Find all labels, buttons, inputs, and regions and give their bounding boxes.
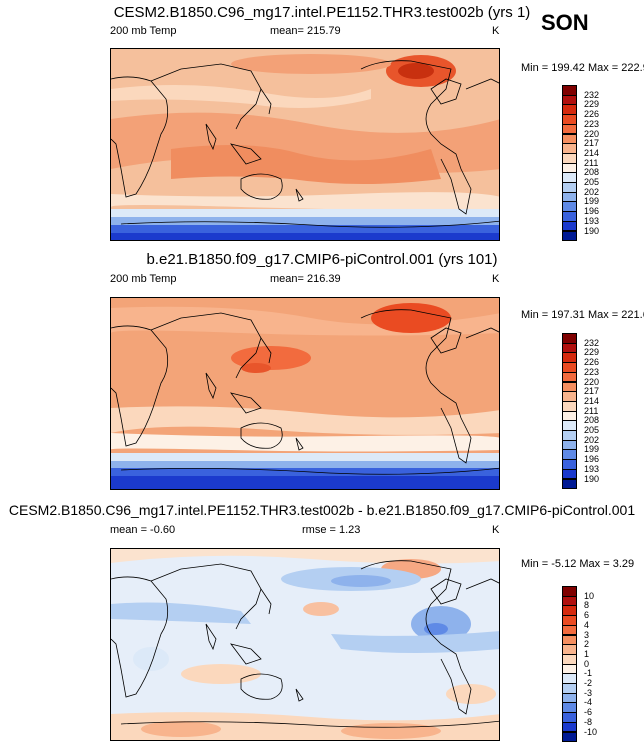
panel-1-map — [110, 48, 500, 241]
colorbar-label: 196 — [584, 454, 600, 465]
panel-2-minmax: Min = 197.31 Max = 221.67 — [521, 309, 644, 321]
colorbar-label: 229 — [584, 99, 600, 110]
colorbar-label: 226 — [584, 357, 600, 368]
colorbar-label: 223 — [584, 118, 600, 129]
colorbar-label: 226 — [584, 109, 600, 120]
colorbar-cell — [562, 478, 577, 490]
colorbar-label: 10 — [584, 590, 595, 601]
colorbar-label: 190 — [584, 473, 600, 484]
panel-1-map-graphic — [111, 49, 499, 240]
colorbar-label: 202 — [584, 434, 600, 445]
colorbar-label: 214 — [584, 395, 600, 406]
panel-1-units: K — [492, 25, 500, 37]
colorbar-label: 8 — [584, 600, 590, 611]
colorbar-cell — [562, 731, 577, 743]
colorbar-label: -10 — [584, 726, 598, 737]
colorbar-label: 193 — [584, 463, 600, 474]
panel-2-map — [110, 297, 500, 490]
panel-3-mean-label: mean = -0.60 — [110, 524, 176, 536]
panel-3-map-graphic — [111, 549, 499, 740]
colorbar-label: -6 — [584, 707, 593, 718]
colorbar-label: -1 — [584, 668, 593, 679]
colorbar-label: 0 — [584, 658, 590, 669]
panel-3-title: CESM2.B1850.C96_mg17.intel.PE1152.THR3.t… — [8, 502, 636, 518]
colorbar-label: 6 — [584, 610, 590, 621]
colorbar-label: 217 — [584, 138, 600, 149]
colorbar-label: 208 — [584, 167, 600, 178]
colorbar-label: 220 — [584, 128, 600, 139]
colorbar-cell — [562, 230, 577, 242]
colorbar-label: 232 — [584, 337, 600, 348]
colorbar-label: 202 — [584, 186, 600, 197]
colorbar-label: 205 — [584, 425, 600, 435]
panel-2-mean-label: mean= 216.39 — [270, 273, 341, 285]
colorbar-label: 208 — [584, 415, 600, 426]
colorbar-label: 232 — [584, 89, 600, 100]
colorbar-label: 196 — [584, 206, 600, 217]
colorbar-label: 211 — [584, 405, 599, 416]
colorbar-label: 223 — [584, 366, 600, 377]
panel-3-minmax: Min = -5.12 Max = 3.29 — [521, 558, 635, 570]
colorbar-label: -8 — [584, 716, 593, 727]
panel-3-rmse-label: rmse = 1.23 — [302, 524, 361, 536]
colorbar-label: 199 — [584, 196, 600, 207]
panel-2-units: K — [492, 273, 500, 285]
colorbar-label: -2 — [584, 678, 593, 688]
panel-1-mean-label: mean= 215.79 — [270, 25, 341, 37]
colorbar-label: 3 — [584, 629, 590, 640]
colorbar-label: 229 — [584, 347, 600, 358]
colorbar-label: 2 — [584, 639, 590, 650]
colorbar-label: 205 — [584, 177, 600, 187]
panel-1-title: CESM2.B1850.C96_mg17.intel.PE1152.THR3.t… — [113, 4, 531, 21]
colorbar-label: -4 — [584, 697, 593, 708]
panel-2-left-label: 200 mb Temp — [110, 273, 177, 285]
colorbar-label: 220 — [584, 376, 600, 387]
season-label: SON — [541, 10, 589, 35]
panel-2-map-graphic — [111, 298, 499, 489]
colorbar-label: 217 — [584, 386, 600, 397]
colorbar-label: 193 — [584, 215, 600, 226]
panel-3-units: K — [492, 524, 500, 536]
colorbar-label: 214 — [584, 147, 600, 158]
panel-1-minmax: Min = 199.42 Max = 222.90 — [521, 62, 644, 74]
colorbar-label: 1 — [584, 648, 590, 659]
panel-3-map — [110, 548, 500, 741]
panel-2-title: b.e21.B1850.f09_g17.CMIP6-piControl.001 … — [146, 251, 498, 268]
panel-1-left-label: 200 mb Temp — [110, 25, 177, 37]
colorbar-label: -3 — [584, 687, 593, 698]
colorbar-label: 199 — [584, 444, 600, 455]
colorbar-label: 190 — [584, 225, 600, 236]
colorbar-label: 211 — [584, 157, 599, 168]
colorbar-label: 4 — [584, 619, 590, 630]
